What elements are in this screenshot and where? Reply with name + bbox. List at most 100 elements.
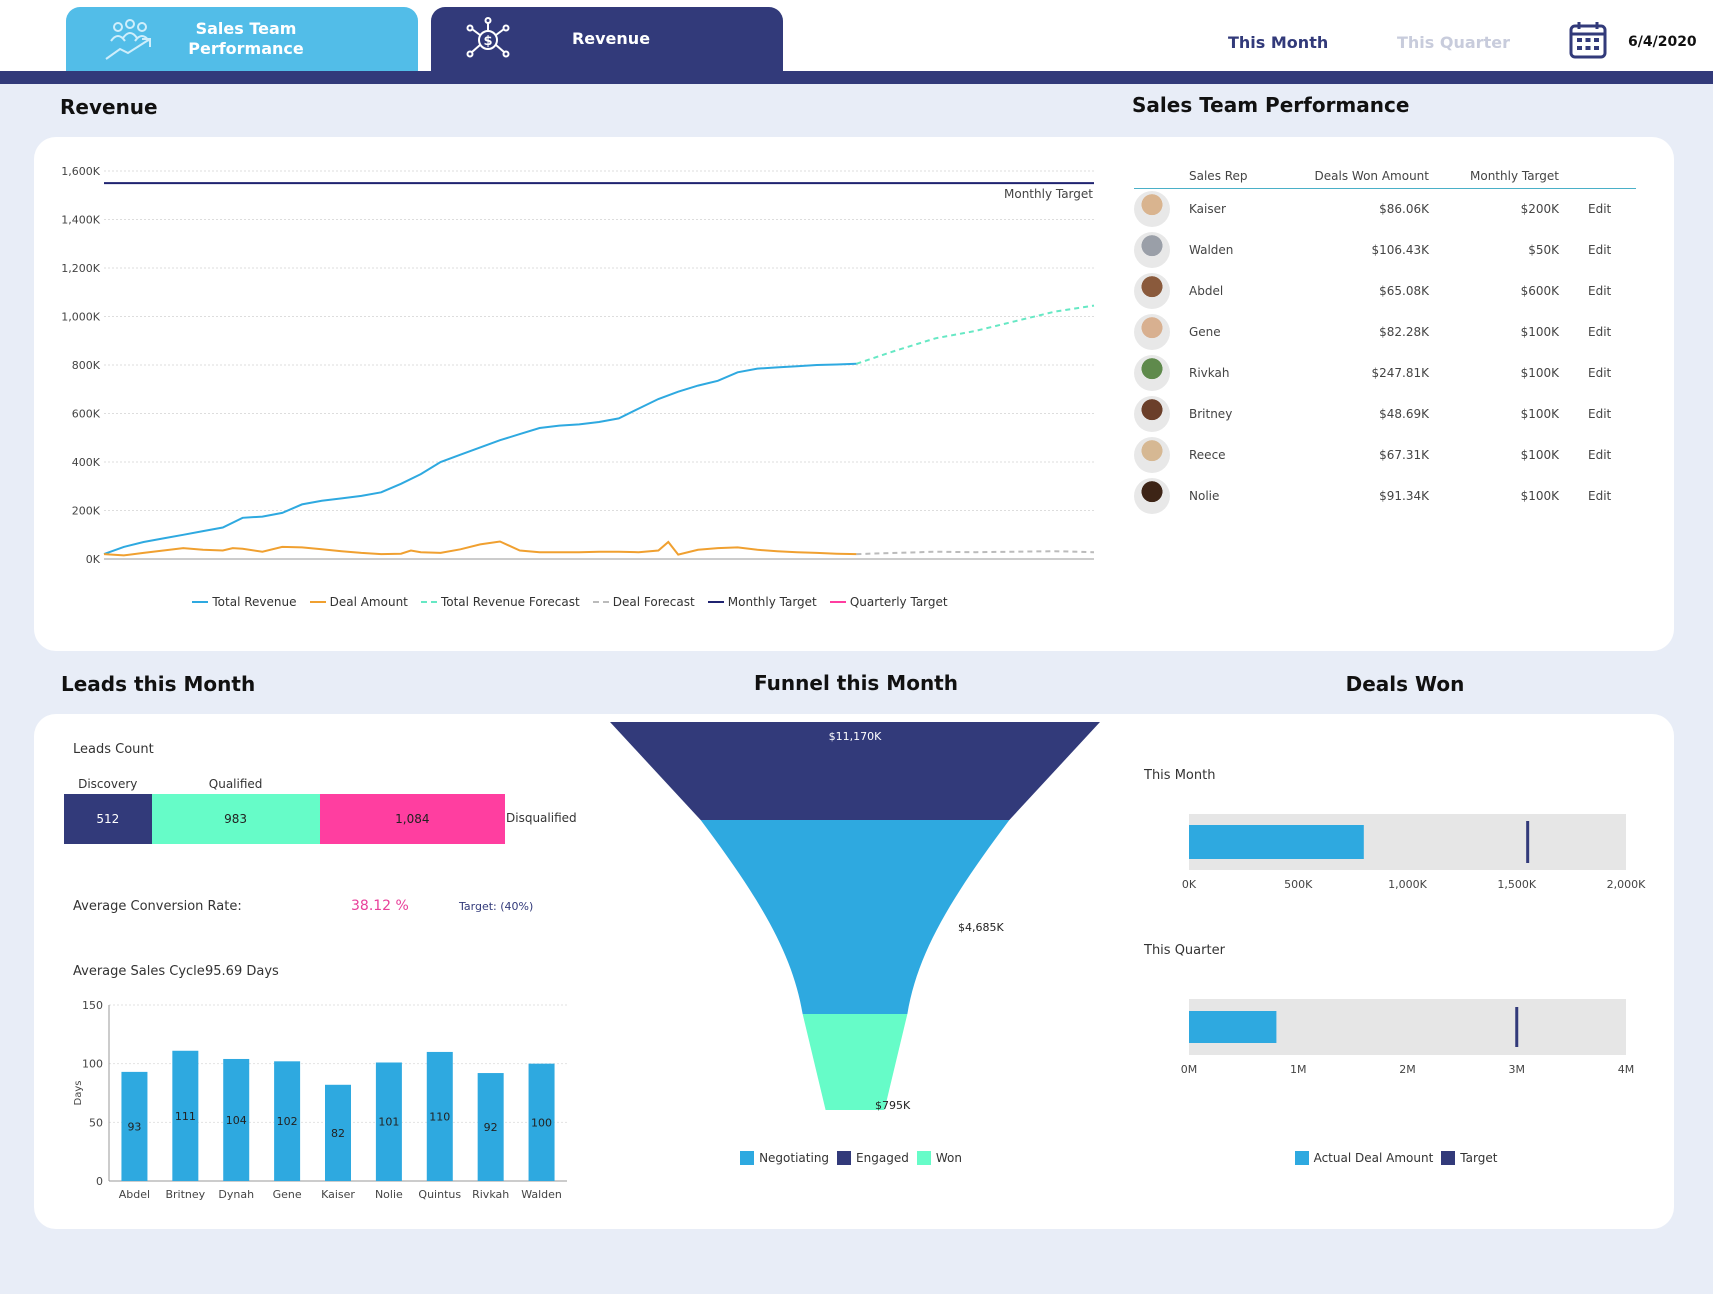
col-deals-won-amount[interactable]: Deals Won Amount [1309, 164, 1429, 189]
bar-value-label: 93 [127, 1120, 141, 1133]
leads-stacked-bar: 512 Discovery 983 Qualified 1,084 Disqualifie… [64, 776, 585, 846]
bar-value-label: 101 [378, 1116, 399, 1129]
funnel-label-engaged: $11,170K [829, 730, 882, 743]
legend-deal-forecast[interactable]: Deal Forecast [592, 595, 695, 609]
bar-abdel[interactable] [121, 1071, 148, 1181]
funnel-chart: $11,170K $4,685K $795K [610, 722, 1100, 1112]
legend-monthly-target[interactable]: Monthly Target [707, 595, 817, 609]
leads-segment-label: Disqualified [506, 811, 577, 825]
bar-value-label: 100 [531, 1116, 552, 1129]
bar-walden[interactable] [528, 1063, 555, 1181]
table-row: Gene $82.28K $100K Edit [1134, 311, 1636, 352]
tab-revenue[interactable]: $ Revenue [431, 7, 783, 71]
calendar-icon[interactable] [1569, 21, 1607, 63]
x-tick-label: 4M [1618, 1063, 1635, 1076]
legend-deal-amount[interactable]: Deal Amount [309, 595, 408, 609]
sales-cycle-label: Average Sales Cycle: [73, 964, 210, 979]
monthly-target: $100K [1520, 488, 1559, 503]
revenue-line-chart: 0K 200K 400K 600K 800K 1,000K 1,200K 1,400K 1,60… [61, 165, 1095, 566]
conversion-rate-value: 38.12 % [351, 898, 409, 914]
tab-sales-team-performance[interactable]: Sales Team Performance [66, 7, 418, 71]
table-row: Walden $106.43K $50K Edit [1134, 229, 1636, 270]
edit-link[interactable]: Edit [1588, 365, 1612, 380]
legend-actual-deal-amount[interactable]: Actual Deal Amount [1294, 1151, 1433, 1165]
legend-total-revenue-forecast[interactable]: Total Revenue Forecast [420, 595, 580, 609]
edit-link[interactable]: Edit [1588, 447, 1612, 462]
edit-link[interactable]: Edit [1588, 283, 1612, 298]
leads-segment-disqualified[interactable]: 1,084 [319, 794, 505, 844]
y-tick-label: 0K [86, 553, 101, 566]
legend-total-revenue[interactable]: Total Revenue [192, 595, 297, 609]
series-line-deal-forecast[interactable] [856, 550, 1095, 556]
leads-segment-discovery[interactable]: 512 [64, 794, 152, 844]
legend-target[interactable]: Target [1441, 1151, 1497, 1165]
y-tick-label: 1,000K [61, 311, 100, 324]
legend-negotiating[interactable]: Negotiating [740, 1151, 829, 1165]
bar-value-label: 82 [331, 1127, 345, 1140]
top-panel [34, 137, 1674, 651]
table-row: Reece $67.31K $100K Edit [1134, 434, 1636, 475]
deals-won-amount: $91.34K [1379, 488, 1429, 503]
y-tick-label: 200K [72, 505, 101, 518]
x-tick-label: 2,000K [1607, 878, 1646, 891]
series-line-total-revenue-forecast[interactable] [856, 304, 1095, 365]
bar-quintus[interactable] [426, 1051, 453, 1181]
bar-nolie[interactable] [375, 1062, 402, 1181]
bar-dynah[interactable] [223, 1058, 250, 1181]
col-monthly-target[interactable]: Monthly Target [1429, 164, 1559, 189]
deals-won-amount: $247.81K [1371, 365, 1430, 380]
sales-cycle-bar-chart: 0 50 100 150 Days 93 Abdel 111 Britney 104 Dynah 10… [73, 999, 567, 1201]
series-line-deal-amount[interactable] [103, 540, 857, 557]
y-tick-label: 400K [72, 456, 101, 469]
x-tick-label: Rivkah [472, 1188, 509, 1201]
bar-britney[interactable] [172, 1050, 199, 1181]
this-quarter-toggle[interactable]: This Quarter [1397, 33, 1510, 52]
avatar [1134, 354, 1170, 391]
bullet-target-marker[interactable] [1515, 1007, 1519, 1047]
rep-name: Kaiser [1189, 201, 1226, 216]
bullet-actual-bar[interactable] [1189, 1011, 1277, 1043]
sales-cycle-value: 95.69 Days [205, 964, 279, 979]
edit-link[interactable]: Edit [1588, 406, 1612, 421]
avatar [1134, 231, 1170, 268]
leads-segment-label: Discovery [78, 777, 138, 791]
deals-won-amount: $48.69K [1379, 406, 1429, 421]
x-tick-label: 500K [1284, 878, 1313, 891]
x-tick-label: Britney [165, 1188, 205, 1201]
funnel-stage-won[interactable] [802, 1014, 908, 1110]
x-tick-label: Dynah [218, 1188, 254, 1201]
funnel-title: Funnel this Month [754, 671, 958, 695]
bullet-actual-bar[interactable] [1189, 825, 1364, 859]
bar-gene[interactable] [274, 1061, 301, 1181]
bar-rivkah[interactable] [477, 1073, 504, 1181]
edit-link[interactable]: Edit [1588, 201, 1612, 216]
edit-link[interactable]: Edit [1588, 488, 1612, 503]
x-tick-label: 2M [1399, 1063, 1416, 1076]
funnel-stage-engaged[interactable] [610, 722, 1100, 820]
funnel-label-negotiating: $4,685K [958, 921, 1004, 934]
legend-engaged[interactable]: Engaged [837, 1151, 909, 1165]
monthly-target: $100K [1520, 324, 1559, 339]
legend-quarterly-target[interactable]: Quarterly Target [829, 595, 948, 609]
edit-link[interactable]: Edit [1588, 324, 1612, 339]
series-line-total-revenue[interactable] [103, 362, 857, 556]
monthly-target-annotation: Monthly Target [1004, 187, 1093, 201]
rep-name: Abdel [1189, 283, 1224, 298]
monthly-target: $100K [1520, 365, 1559, 380]
legend-won[interactable]: Won [916, 1151, 962, 1165]
y-tick-label: 100 [82, 1058, 103, 1071]
bar-kaiser[interactable] [325, 1084, 351, 1181]
deals-won-amount: $106.43K [1371, 242, 1430, 257]
col-sales-rep[interactable]: Sales Rep [1189, 164, 1309, 189]
edit-link[interactable]: Edit [1588, 242, 1612, 257]
sales-team-title: Sales Team Performance [1132, 93, 1410, 117]
deals-won-title: Deals Won [1345, 672, 1465, 696]
bullet-target-marker[interactable] [1526, 821, 1530, 863]
table-row: Britney $48.69K $100K Edit [1134, 393, 1636, 434]
sales-team-table-wrap: Sales Rep Deals Won Amount Monthly Targe… [1134, 164, 1636, 516]
funnel-stage-negotiating[interactable] [700, 820, 1010, 1014]
team-growth-icon [102, 17, 158, 67]
leads-segment-qualified[interactable]: 983 [151, 794, 320, 844]
this-month-toggle[interactable]: This Month [1228, 33, 1329, 52]
x-tick-label: 3M [1509, 1063, 1526, 1076]
